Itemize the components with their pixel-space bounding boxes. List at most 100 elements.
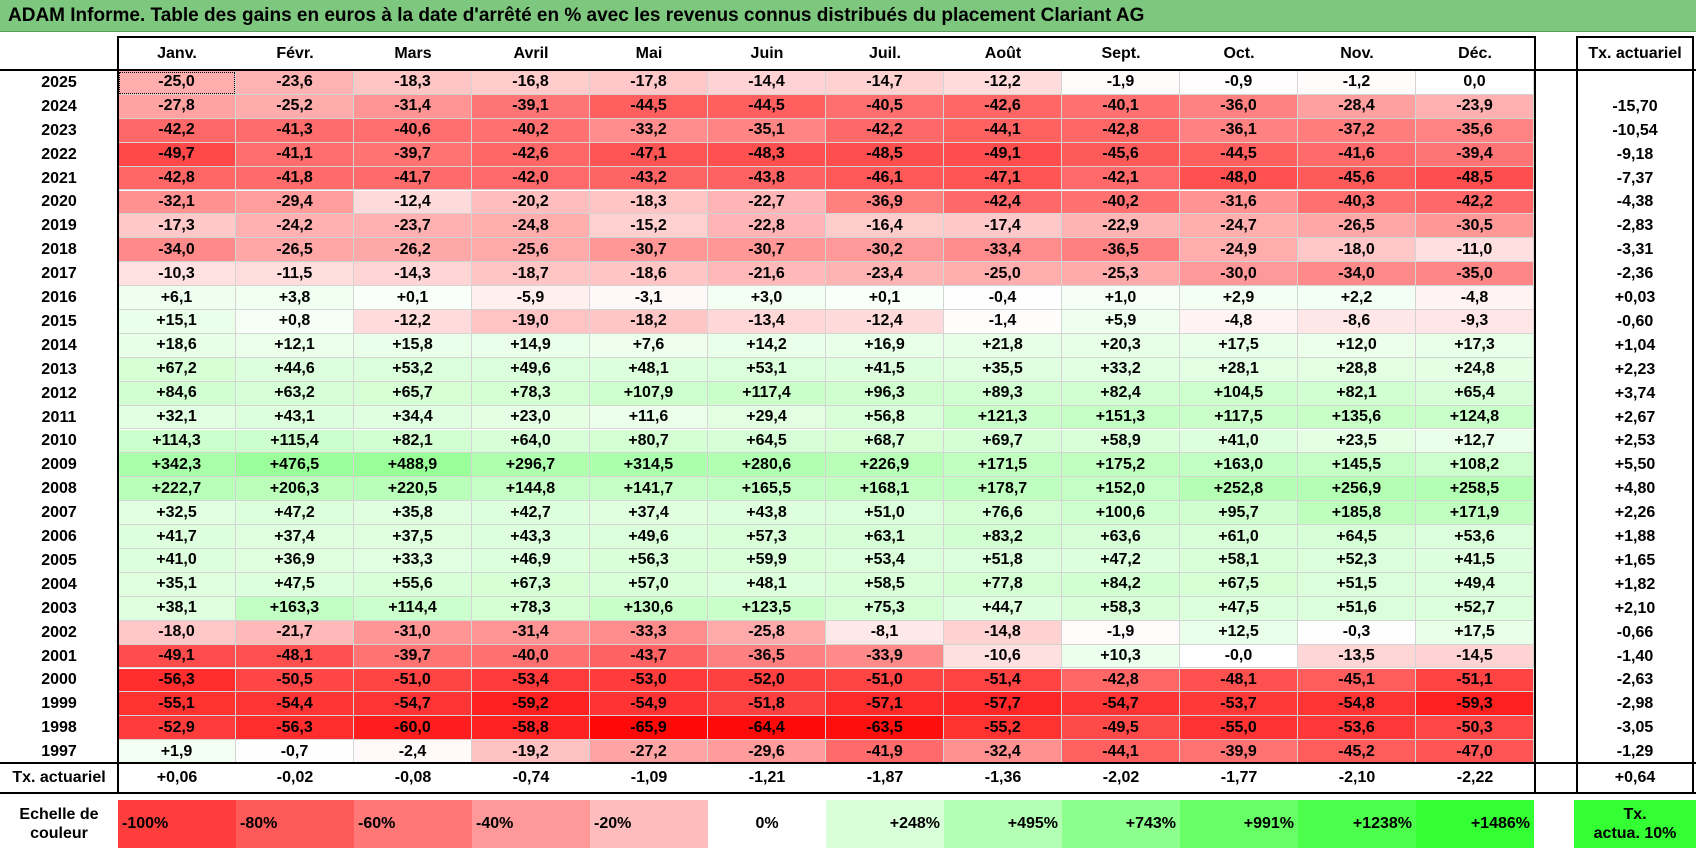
table-cell[interactable]: +64,5 <box>1298 525 1416 549</box>
table-cell[interactable]: -11,5 <box>236 262 354 287</box>
table-cell[interactable]: +47,5 <box>236 572 354 597</box>
table-cell[interactable]: -36,5 <box>1062 238 1180 263</box>
table-cell[interactable]: -23,7 <box>354 214 472 239</box>
table-cell[interactable]: +280,6 <box>708 453 826 478</box>
table-cell[interactable]: +117,4 <box>708 381 826 406</box>
table-cell[interactable]: -56,3 <box>236 716 354 741</box>
table-cell[interactable]: +51,8 <box>944 549 1062 573</box>
table-cell[interactable]: -17,3 <box>118 214 236 239</box>
table-cell[interactable]: -49,1 <box>944 142 1062 167</box>
table-cell[interactable]: -33,9 <box>826 644 944 669</box>
table-cell[interactable]: +258,5 <box>1416 477 1534 502</box>
table-cell[interactable]: +52,7 <box>1416 596 1534 621</box>
table-cell[interactable]: +64,5 <box>708 429 826 454</box>
table-cell[interactable]: -18,7 <box>472 262 590 287</box>
table-cell[interactable]: -51,0 <box>826 668 944 693</box>
table-cell[interactable]: -21,6 <box>708 262 826 287</box>
table-cell[interactable]: -39,7 <box>354 644 472 669</box>
table-cell[interactable]: +58,5 <box>826 572 944 597</box>
table-cell[interactable]: +124,8 <box>1416 405 1534 430</box>
table-cell[interactable]: +33,2 <box>1062 357 1180 382</box>
table-cell[interactable]: +80,7 <box>590 429 708 454</box>
table-cell[interactable]: -42,8 <box>118 166 236 191</box>
table-cell[interactable]: +49,6 <box>590 525 708 549</box>
table-cell[interactable]: +43,3 <box>472 525 590 549</box>
table-cell[interactable]: +43,8 <box>708 501 826 526</box>
table-cell[interactable]: -33,2 <box>590 118 708 143</box>
table-cell[interactable]: +96,3 <box>826 381 944 406</box>
table-cell[interactable]: +476,5 <box>236 453 354 478</box>
table-cell[interactable]: -42,2 <box>118 118 236 143</box>
table-cell[interactable]: -31,4 <box>472 620 590 645</box>
table-cell[interactable]: +65,7 <box>354 381 472 406</box>
table-cell[interactable]: +163,3 <box>236 596 354 621</box>
table-cell[interactable]: -49,7 <box>118 142 236 167</box>
table-cell[interactable]: -36,5 <box>708 644 826 669</box>
table-cell[interactable]: -0,7 <box>236 740 354 765</box>
table-cell[interactable]: +24,8 <box>1416 357 1534 382</box>
table-cell[interactable]: +168,1 <box>826 477 944 502</box>
table-cell[interactable]: -34,0 <box>118 238 236 263</box>
table-cell[interactable]: -14,3 <box>354 262 472 287</box>
table-cell[interactable]: -46,1 <box>826 166 944 191</box>
table-cell[interactable]: -48,5 <box>826 142 944 167</box>
table-cell[interactable]: -18,3 <box>354 71 472 95</box>
table-cell[interactable]: -24,7 <box>1180 214 1298 239</box>
table-cell[interactable]: -11,0 <box>1416 238 1534 263</box>
table-cell[interactable]: +32,5 <box>118 501 236 526</box>
table-cell[interactable]: -30,7 <box>708 238 826 263</box>
table-cell[interactable]: +226,9 <box>826 453 944 478</box>
table-cell[interactable]: +61,0 <box>1180 525 1298 549</box>
table-cell[interactable]: -60,0 <box>354 716 472 741</box>
table-cell[interactable]: +49,4 <box>1416 572 1534 597</box>
table-cell[interactable]: +314,5 <box>590 453 708 478</box>
table-cell[interactable]: +47,2 <box>236 501 354 526</box>
table-cell[interactable]: 0,0 <box>1416 71 1534 95</box>
table-cell[interactable]: -57,1 <box>826 692 944 717</box>
table-cell[interactable]: +12,5 <box>1180 620 1298 645</box>
table-cell[interactable]: -15,2 <box>590 214 708 239</box>
table-cell[interactable]: -39,1 <box>472 94 590 119</box>
table-cell[interactable]: +256,9 <box>1298 477 1416 502</box>
table-cell[interactable]: -28,4 <box>1298 94 1416 119</box>
table-cell[interactable]: -24,9 <box>1180 238 1298 263</box>
table-cell[interactable]: -16,4 <box>826 214 944 239</box>
table-cell[interactable]: -21,7 <box>236 620 354 645</box>
table-cell[interactable]: -33,3 <box>590 620 708 645</box>
table-cell[interactable]: -41,8 <box>236 166 354 191</box>
table-cell[interactable]: -1,9 <box>1062 620 1180 645</box>
table-cell[interactable]: -35,0 <box>1416 262 1534 287</box>
table-cell[interactable]: -41,6 <box>1298 142 1416 167</box>
table-cell[interactable]: +18,6 <box>118 333 236 358</box>
table-cell[interactable]: -22,7 <box>708 190 826 215</box>
table-cell[interactable]: +163,0 <box>1180 453 1298 478</box>
table-cell[interactable]: -19,2 <box>472 740 590 765</box>
table-cell[interactable]: -40,5 <box>826 94 944 119</box>
table-cell[interactable]: +47,5 <box>1180 596 1298 621</box>
table-cell[interactable]: -14,4 <box>708 71 826 95</box>
table-cell[interactable]: -45,2 <box>1298 740 1416 765</box>
table-cell[interactable]: +37,4 <box>590 501 708 526</box>
table-cell[interactable]: -14,5 <box>1416 644 1534 669</box>
table-cell[interactable]: +57,3 <box>708 525 826 549</box>
table-cell[interactable]: -41,3 <box>236 118 354 143</box>
table-cell[interactable]: -30,5 <box>1416 214 1534 239</box>
table-cell[interactable]: +67,5 <box>1180 572 1298 597</box>
table-cell[interactable]: +41,7 <box>118 525 236 549</box>
table-cell[interactable]: -17,4 <box>944 214 1062 239</box>
table-cell[interactable]: -8,6 <box>1298 310 1416 334</box>
table-cell[interactable]: -25,6 <box>472 238 590 263</box>
table-cell[interactable]: -31,4 <box>354 94 472 119</box>
table-cell[interactable]: +48,1 <box>590 357 708 382</box>
table-cell[interactable]: +41,5 <box>826 357 944 382</box>
table-cell[interactable]: +3,8 <box>236 286 354 310</box>
table-cell[interactable]: -37,2 <box>1298 118 1416 143</box>
table-cell[interactable]: +220,5 <box>354 477 472 502</box>
table-cell[interactable]: -39,9 <box>1180 740 1298 765</box>
table-cell[interactable]: +53,6 <box>1416 525 1534 549</box>
table-cell[interactable]: -51,8 <box>708 692 826 717</box>
table-cell[interactable]: +53,2 <box>354 357 472 382</box>
table-cell[interactable]: -31,0 <box>354 620 472 645</box>
table-cell[interactable]: +145,5 <box>1298 453 1416 478</box>
table-cell[interactable]: -27,8 <box>118 94 236 119</box>
